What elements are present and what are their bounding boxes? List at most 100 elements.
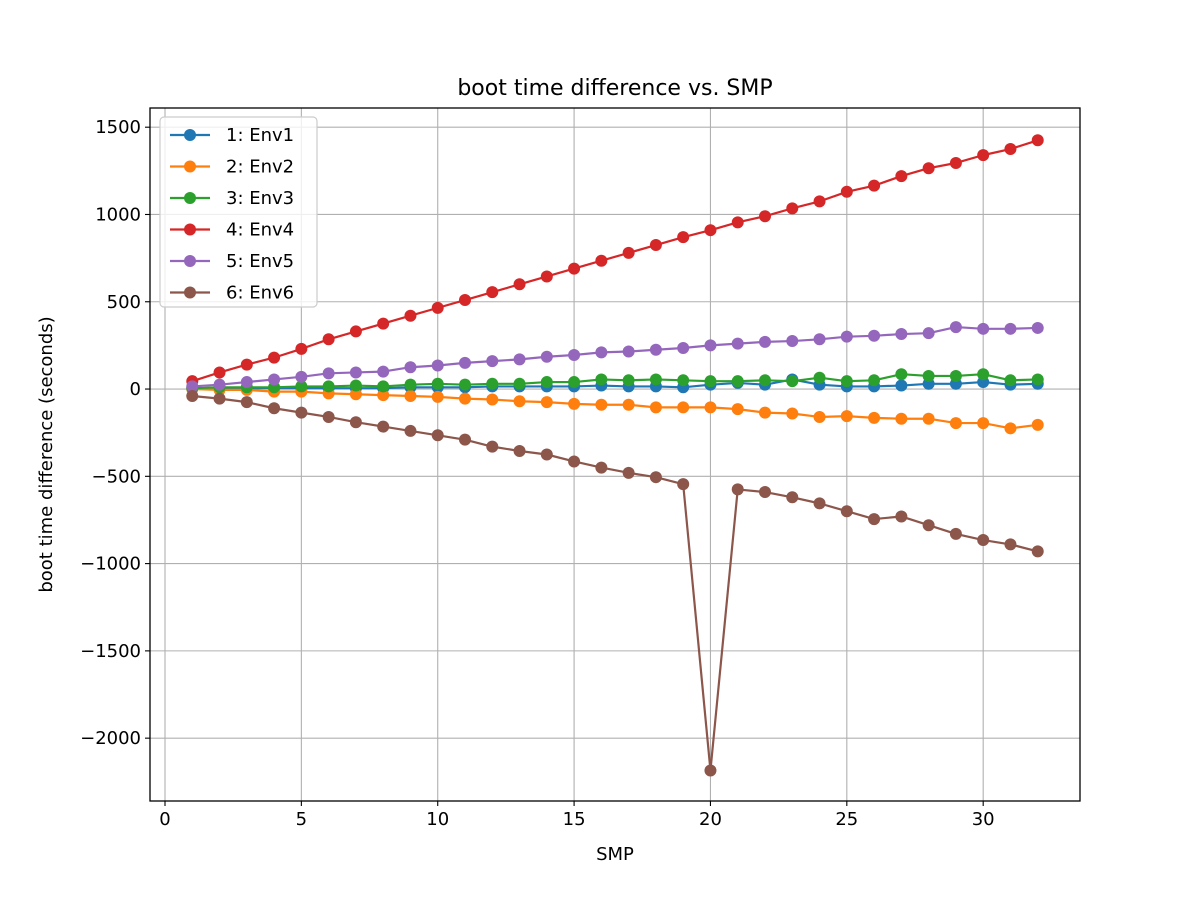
data-point [295,406,308,419]
data-point [322,410,335,423]
data-point [759,486,771,499]
data-point [704,375,717,388]
data-point [459,392,471,405]
data-point [540,270,553,283]
data-point [704,764,717,777]
x-tick-label: 20 [699,809,722,830]
data-point [568,349,581,362]
x-tick-label: 15 [563,809,586,830]
legend-label: 6: Env6 [226,283,294,304]
data-point [786,202,799,215]
chart-title: boot time difference vs. SMP [457,76,772,101]
data-point [377,365,390,378]
data-point [431,390,444,403]
data-point [595,398,608,411]
legend-box [159,116,318,308]
data-point [1004,143,1017,156]
data-point [622,246,635,259]
data-point [213,392,226,405]
data-point [677,342,690,355]
data-point [404,390,417,403]
grid [150,108,1080,801]
data-point [513,377,526,390]
data-point [704,339,717,352]
y-axis-title: boot time difference (seconds) [36,316,57,592]
data-point [268,402,281,415]
data-point [949,369,962,382]
legend: 1: Env1 2: Env2 3: Env3 4: Env4 5: Env5 6: En… [159,116,318,308]
data-point [759,374,771,387]
y-tick-label: −2000 [80,728,141,749]
data-point [1004,422,1017,435]
data-point [377,380,390,393]
series-4 [186,134,1044,388]
data-point [622,345,635,358]
data-point [649,343,662,356]
x-tick-label: 30 [972,809,995,830]
data-point [431,301,444,314]
series-lines [186,134,1044,777]
data-point [895,379,908,392]
data-point [895,368,908,381]
data-point [240,396,253,409]
data-point [868,411,881,424]
data-point [949,321,962,334]
legend-item: 3: Env3 [170,188,294,209]
data-point [813,371,826,384]
data-point [568,455,581,468]
data-point [540,376,553,389]
data-point [949,527,962,540]
data-point [677,401,690,414]
data-point [486,440,499,453]
data-point [977,534,990,547]
legend-marker [184,286,196,299]
data-point [431,359,444,372]
series-6 [186,390,1044,777]
data-point [1031,373,1044,386]
data-point [840,330,853,343]
data-point [786,407,799,420]
x-tick-label: 25 [835,809,858,830]
legend-marker [184,129,196,141]
data-point [377,389,390,402]
data-point [595,346,608,359]
data-point [377,317,390,330]
x-axis-title: SMP [596,844,634,865]
data-point [349,416,362,429]
legend-label: 2: Env2 [226,157,294,178]
data-point [731,403,744,416]
legend-marker [184,192,196,204]
data-point [595,461,608,474]
legend-marker [184,223,196,236]
data-point [704,224,717,237]
data-point [977,368,990,381]
data-point [731,483,744,496]
data-point [1004,374,1017,387]
data-point [568,262,581,275]
data-point [295,370,308,383]
data-point [977,149,990,162]
data-point [786,491,799,504]
legend-marker [184,255,196,267]
data-point [895,170,908,183]
data-point [322,380,335,393]
data-point [759,406,771,419]
data-point [895,412,908,425]
data-point [649,401,662,414]
data-point [840,375,853,388]
data-point [649,239,662,252]
data-point [431,429,444,442]
y-tick-label: 0 [130,379,141,400]
data-point [404,361,417,374]
data-point [322,367,335,380]
series-3 [186,368,1044,395]
data-point [486,355,499,368]
data-point [186,390,199,403]
data-point [922,412,935,425]
data-point [922,327,935,340]
data-point [813,497,826,510]
data-point [486,377,499,390]
data-point [649,373,662,386]
data-point [731,337,744,350]
